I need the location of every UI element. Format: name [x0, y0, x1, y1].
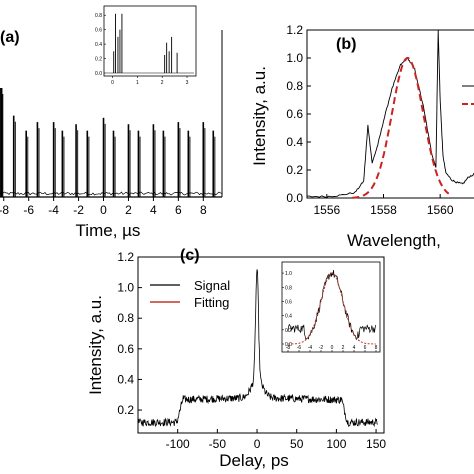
- a-x-tick-label: 8: [200, 203, 207, 217]
- panel-c-x-axis-title: Delay, ps: [219, 451, 289, 470]
- b-x-tick-label: 1558: [370, 203, 397, 217]
- a-inset-x-tick-label: 3: [186, 80, 189, 86]
- a-x-tick-label: 4: [150, 203, 157, 217]
- panel-a: (a) -8 -6 -4 -2 0 2 4 6 8 Time, µs 0 1 2 3 0.0 0.2 0.4…: [0, 5, 223, 240]
- b-y-tick-label: 0.6: [286, 107, 303, 121]
- c-y-tick-label: 0.8: [117, 311, 134, 325]
- c-y-tick-label: 0.2: [117, 403, 134, 417]
- c-inset-x-tick-label: 6: [364, 345, 367, 351]
- c-inset-signal-line: [287, 269, 377, 341]
- c-x-tick-label: 150: [366, 437, 386, 451]
- panel-a-inset: 0 1 2 3 0.0 0.2 0.4 0.6 0.8: [95, 5, 197, 86]
- b-y-tick-label: 1.2: [286, 23, 303, 37]
- panel-a-inset-frame: [103, 5, 197, 77]
- a-inset-x-tick-label: 1: [136, 80, 139, 86]
- c-y-tick-label: 0.6: [117, 342, 134, 356]
- panel-b-plot-frame: [306, 29, 474, 199]
- a-x-tick-label: 0: [100, 203, 107, 217]
- a-inset-y-tick-label: 0.4: [95, 42, 102, 48]
- panel-c-ticks: -100 -50 0 50 100 150 0.2 0.4 0.6 0.8 1.0 1.2: [117, 250, 386, 451]
- c-inset-y-tick-label: 0.8: [285, 285, 292, 291]
- c-inset-y-tick-label: 0.6: [285, 299, 292, 305]
- a-x-tick-label: -8: [0, 203, 9, 217]
- panel-a-inset-ticks: 0 1 2 3 0.0 0.2 0.4 0.6 0.8: [95, 13, 189, 86]
- panel-c-legend: Signal Fitting: [150, 278, 230, 310]
- panel-a-label: (a): [0, 29, 20, 46]
- c-x-tick-label: 0: [254, 437, 261, 451]
- panel-c-label: (c): [180, 247, 200, 264]
- panel-a-x-axis-title: Time, µs: [76, 221, 141, 240]
- c-inset-y-tick-label: 1.0: [285, 271, 292, 277]
- panel-b: (b) 1556 1558 1560 0.0 0.2 0.4 0.6 0.8 1.0 1.2 In…: [250, 23, 474, 250]
- panel-c-plot-frame: [137, 256, 385, 434]
- b-spectrum-line: [307, 29, 474, 198]
- c-inset-y-tick-label: 0.4: [285, 314, 292, 320]
- a-inset-y-tick-label: 0.2: [95, 57, 102, 63]
- a-inset-y-tick-label: 0.8: [95, 13, 102, 19]
- c-inset-x-tick-label: 8: [375, 345, 378, 351]
- c-inset-fit-line: [288, 272, 376, 345]
- panel-c-legend-fitting-label: Fitting: [194, 295, 229, 310]
- panel-c-legend-signal-label: Signal: [194, 278, 230, 293]
- c-x-tick-label: -50: [209, 437, 227, 451]
- c-signal-line: [137, 269, 378, 428]
- c-inset-x-tick-label: -2: [319, 345, 324, 351]
- c-x-tick-label: 50: [290, 437, 304, 451]
- a-x-tick-label: 2: [125, 203, 132, 217]
- a-x-tick-label: -6: [23, 203, 34, 217]
- a-inset-x-tick-label: 2: [161, 80, 164, 86]
- b-y-tick-label: 1.0: [286, 51, 303, 65]
- b-y-tick-label: 0.2: [286, 163, 303, 177]
- panel-c-inset-frame: [281, 261, 381, 353]
- panel-a-inset-pulses: [106, 13, 194, 74]
- a-x-tick-label: 6: [175, 203, 182, 217]
- b-y-tick-label: 0.8: [286, 79, 303, 93]
- c-inset-y-tick-label: 0.0: [285, 342, 292, 348]
- c-inset-x-tick-label: 2: [342, 345, 345, 351]
- a-noise-trace: [0, 191, 223, 196]
- panel-b-series: [307, 29, 474, 199]
- panel-a-noise: [0, 191, 223, 196]
- a-inset-y-tick-label: 0.0: [95, 71, 102, 77]
- a-x-tick-label: -4: [48, 203, 59, 217]
- c-inset-y-tick-label: 0.2: [285, 328, 292, 334]
- panel-a-x-ticks: -8 -6 -4 -2 0 2 4 6 8: [0, 197, 207, 217]
- panel-c-y-axis-title: Intensity, a.u.: [86, 295, 105, 395]
- c-inset-x-tick-label: 0: [331, 345, 334, 351]
- c-inset-x-tick-label: -8: [286, 345, 291, 351]
- panel-a-pulse-train: [0, 88, 216, 197]
- panel-b-ticks: 1556 1558 1560 0.0 0.2 0.4 0.6 0.8 1.0 1.2: [286, 23, 454, 217]
- b-fit-line: [352, 57, 450, 199]
- panel-b-x-axis-title: Wavelength,: [347, 231, 441, 250]
- c-x-tick-label: 100: [326, 437, 346, 451]
- panel-c: (c) -100 -50 0 50 100 150 0.2 0.4 0.6 0.8 1.0 1.2 I…: [86, 247, 386, 470]
- a-x-tick-label: -2: [73, 203, 84, 217]
- panel-c-inset-series: [287, 269, 377, 345]
- c-x-tick-label: -100: [166, 437, 190, 451]
- c-y-tick-label: 1.2: [117, 250, 134, 264]
- c-inset-x-tick-label: -6: [297, 345, 302, 351]
- b-y-tick-label: 0.0: [286, 191, 303, 205]
- b-y-tick-label: 0.4: [286, 135, 303, 149]
- panel-b-label: (b): [336, 36, 356, 53]
- panel-c-series: [137, 269, 378, 428]
- c-inset-x-tick-label: 4: [353, 345, 356, 351]
- c-y-tick-label: 0.4: [117, 372, 134, 386]
- c-inset-x-tick-label: -4: [308, 345, 313, 351]
- b-x-tick-label: 1560: [427, 203, 454, 217]
- c-y-tick-label: 1.0: [117, 281, 134, 295]
- a-inset-x-tick-label: 0: [111, 80, 114, 86]
- panel-c-inset-ticks: -8 -6 -4 -2 0 2 4 6 8 0.0 0.2 0.4 0.6 0.8 1.0: [282, 271, 378, 352]
- a-inset-y-tick-label: 0.6: [95, 28, 102, 34]
- panel-c-inset: -8 -6 -4 -2 0 2 4 6 8 0.0 0.2 0.4 0.6 0.8 1.0: [281, 261, 381, 353]
- b-x-tick-label: 1556: [313, 203, 340, 217]
- panel-b-y-axis-title: Intensity, a.u.: [250, 66, 269, 166]
